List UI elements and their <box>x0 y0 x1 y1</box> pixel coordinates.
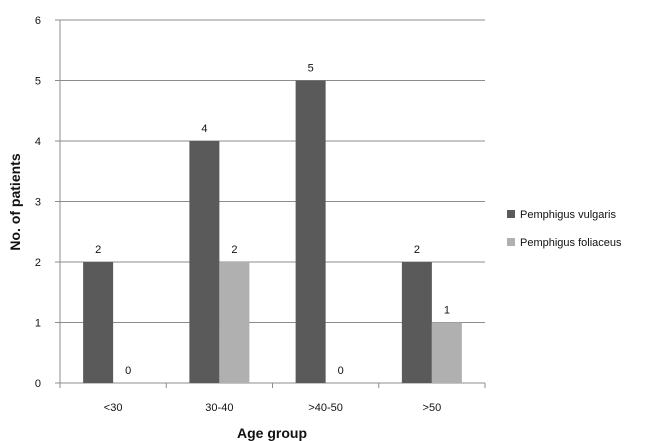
y-tick-label: 5 <box>35 76 41 88</box>
x-tick-label: >40-50 <box>308 402 343 414</box>
x-tick-label: 30-40 <box>205 402 233 414</box>
x-axis-title: Age group <box>237 425 307 441</box>
y-tick-label: 6 <box>35 15 41 27</box>
legend-label: Pemphigus vulgaris <box>520 209 616 221</box>
y-tick-label: 2 <box>35 257 41 269</box>
tick-labels: 0 1 2 3 4 5 6 <30 30-40 >40-50 >50 <box>35 15 441 414</box>
y-tick-label: 0 <box>35 378 41 390</box>
bar-vulgaris <box>83 262 114 383</box>
bar-foliaceus <box>219 262 250 383</box>
data-label: 1 <box>444 305 450 317</box>
bars <box>83 80 462 383</box>
y-tick-label: 4 <box>35 136 41 148</box>
data-label: 0 <box>338 365 344 377</box>
x-tick-label: <30 <box>104 402 123 414</box>
data-label: 5 <box>308 63 314 75</box>
legend-swatch <box>507 210 515 218</box>
data-label: 2 <box>231 244 237 256</box>
bar-foliaceus <box>431 322 462 383</box>
data-labels: 2 0 4 2 5 0 2 1 <box>95 63 450 378</box>
bar-vulgaris <box>401 262 432 383</box>
data-label: 4 <box>201 123 207 135</box>
bar-vulgaris <box>189 141 220 383</box>
data-label: 2 <box>95 244 101 256</box>
data-label: 2 <box>414 244 420 256</box>
legend-label: Pemphigus foliaceus <box>520 237 622 249</box>
data-label: 0 <box>125 365 131 377</box>
y-axis-title: No. of patients <box>7 153 23 250</box>
legend: Pemphigus vulgaris Pemphigus foliaceus <box>507 209 622 249</box>
bar-vulgaris <box>295 80 326 383</box>
y-tick-label: 3 <box>35 197 41 209</box>
x-tick-label: >50 <box>423 402 442 414</box>
y-tick-label: 1 <box>35 318 41 330</box>
legend-swatch <box>507 238 515 246</box>
